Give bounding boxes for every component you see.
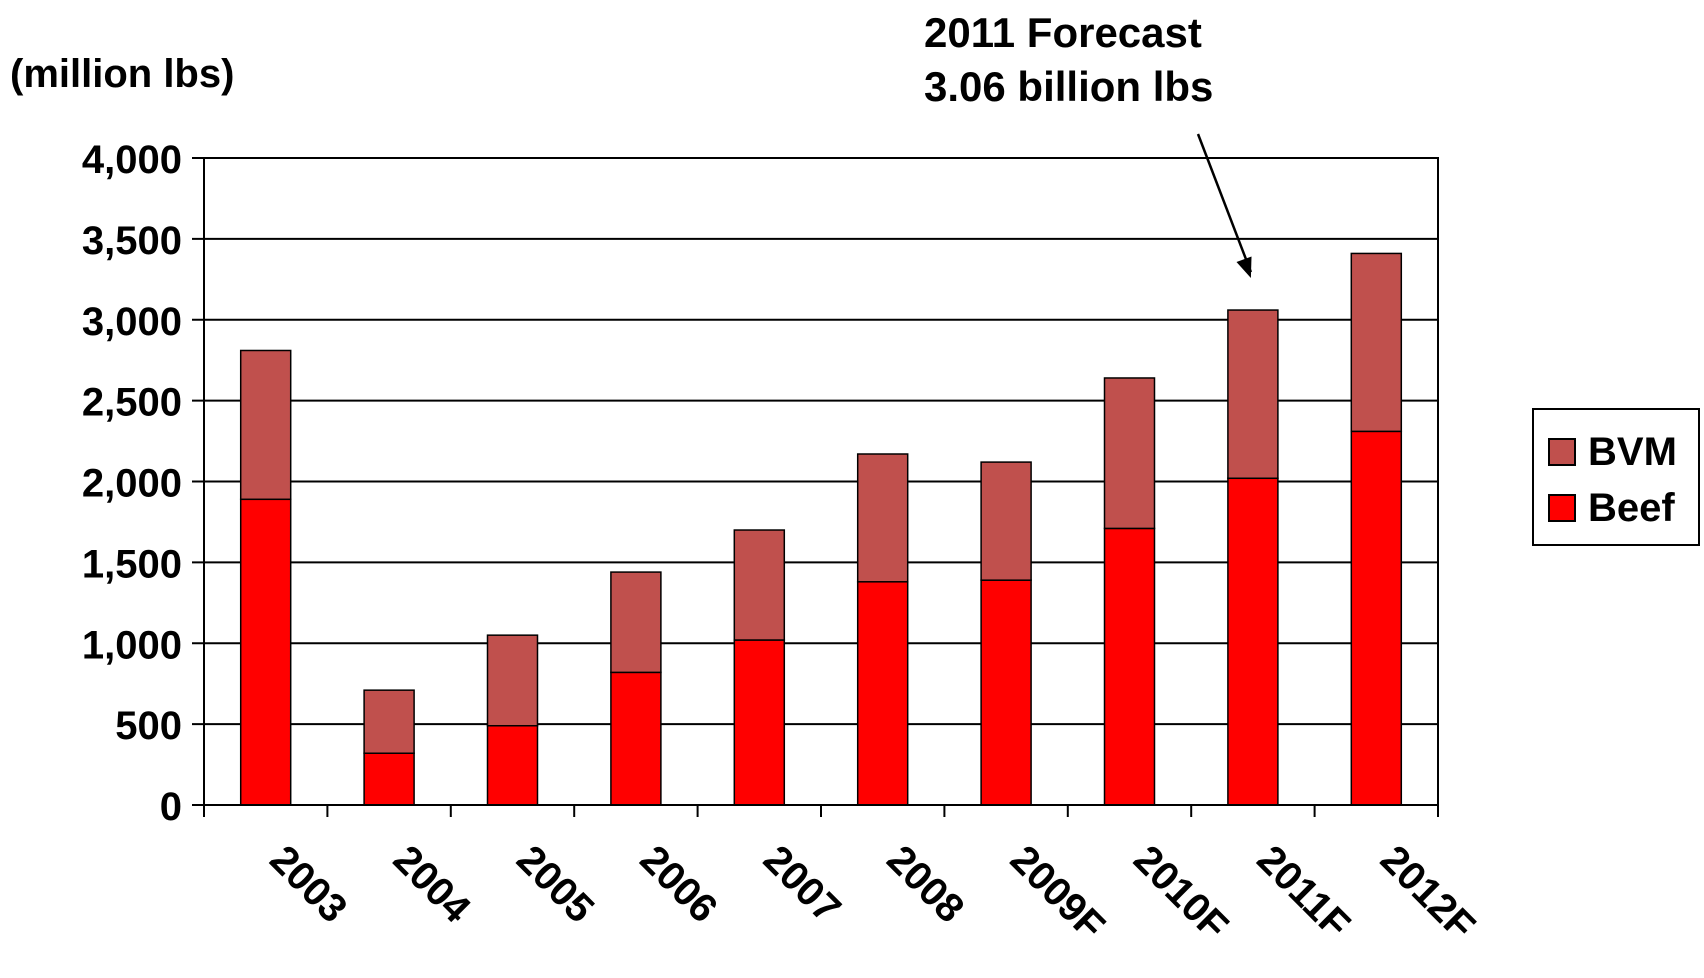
x-tick-label: 2006	[632, 837, 726, 931]
legend-swatch-bvm	[1548, 438, 1576, 466]
legend-item-beef: Beef	[1548, 485, 1675, 530]
axes	[192, 157, 1439, 817]
bar-bvm-2011F	[1227, 309, 1279, 480]
bar-beef-2008	[856, 581, 909, 806]
legend-label-beef: Beef	[1588, 485, 1675, 530]
x-tick-label: 2004	[385, 837, 480, 932]
x-tick-label: 2009F	[1002, 837, 1113, 948]
bar-bvm-2012F	[1350, 252, 1403, 433]
annotation-line-1: 2011 Forecast	[924, 9, 1202, 56]
annotation-arrow	[1196, 133, 1253, 279]
bar-bvm-2004	[363, 689, 415, 754]
bar-beef-2011F	[1227, 477, 1279, 806]
y-tick-labels: 0 500 1,000 1,500 2,000 2,500 3,000 3,500 4,000	[82, 138, 182, 829]
bar-beef-2007	[733, 639, 786, 806]
bar-bvm-2003	[239, 349, 292, 501]
legend-swatch-beef	[1548, 494, 1576, 522]
annotation-arrow-line	[1196, 133, 1253, 273]
y-tick-label: 1,500	[82, 542, 182, 586]
annotation-line-2: 3.06 billion lbs	[924, 63, 1214, 110]
y-tick-label: 500	[115, 704, 182, 748]
bar-bvm-2005	[486, 634, 539, 727]
x-tick-label: 2008	[878, 837, 972, 931]
y-tick-label: 4,000	[82, 138, 182, 182]
annotation-arrowhead	[1236, 256, 1252, 279]
bar-beef-2006	[610, 671, 662, 806]
legend-item-bvm: BVM	[1548, 429, 1677, 474]
x-tick-label: 2010F	[1125, 837, 1236, 948]
bar-bvm-2007	[733, 529, 786, 641]
x-tick-label: 2005	[508, 837, 602, 931]
y-tick-label: 3,500	[82, 219, 182, 263]
bar-beef-2012F	[1350, 430, 1403, 806]
bar-bvm-2006	[610, 571, 662, 674]
legend: BVM Beef	[1532, 408, 1700, 546]
y-axis-label: (million lbs)	[10, 52, 235, 96]
bar-beef-2010F	[1103, 527, 1156, 806]
bar-beef-2003	[239, 498, 292, 806]
x-tick-label: 2011F	[1249, 837, 1359, 947]
bar-bvm-2008	[856, 453, 909, 583]
x-tick-label: 2003	[261, 837, 355, 931]
bar-bvm-2009F	[980, 461, 1032, 581]
bar-beef-2005	[486, 724, 539, 806]
x-tick-label: 2012F	[1372, 837, 1483, 948]
y-tick-label: 3,000	[82, 300, 182, 344]
bar-beef-2004	[363, 752, 415, 806]
y-tick-label: 2,500	[82, 381, 182, 425]
forecast-annotation: 2011 Forecast 3.06 billion lbs	[924, 6, 1213, 114]
x-tick-label: 2007	[755, 837, 849, 931]
bar-beef-2009F	[980, 579, 1032, 806]
y-tick-label: 0	[160, 785, 182, 829]
y-tick-label: 1,000	[82, 623, 182, 667]
legend-label-bvm: BVM	[1588, 429, 1677, 474]
bars	[239, 252, 1403, 806]
y-tick-label: 2,000	[82, 462, 182, 506]
bar-bvm-2010F	[1103, 377, 1156, 530]
x-tick-labels: 2003 2004 2005 2006 2007 2008 2009F 2010F 2011F 2…	[261, 837, 1483, 948]
